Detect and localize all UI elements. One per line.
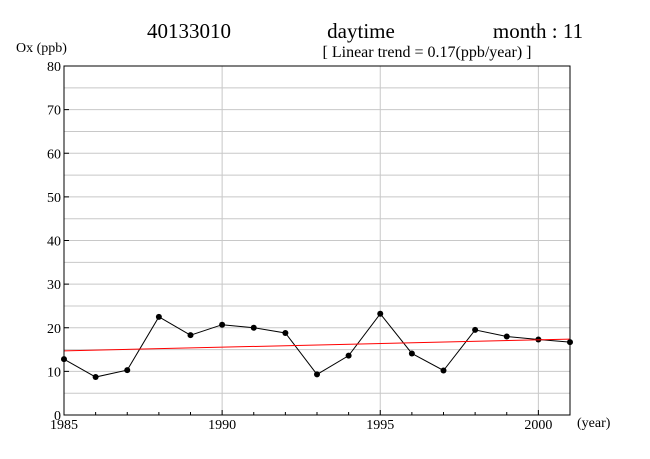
y-tick-label: 50 (47, 191, 61, 206)
y-tick-label: 30 (47, 278, 61, 293)
x-tick-label: 1990 (208, 418, 236, 433)
data-point (472, 326, 479, 333)
axis-ticks: 0 10 20 30 40 50 60 70 80 1985 1990 1995 2000 (47, 60, 552, 433)
y-tick-label: 40 (47, 235, 61, 250)
data-point (155, 313, 162, 320)
plot-frame (63, 65, 571, 416)
period-label: daytime (327, 19, 395, 43)
data-point (377, 310, 384, 317)
data-point (92, 374, 99, 381)
y-tick-label: 10 (47, 365, 61, 380)
data-point (250, 324, 257, 331)
data-point (440, 367, 447, 374)
trend-annotation: [ Linear trend = 0.17(ppb/year) ] (323, 44, 532, 61)
data-point (345, 352, 352, 359)
trend-line (63, 338, 571, 352)
x-tick-label: 1995 (366, 418, 394, 433)
y-tick-label: 70 (47, 104, 61, 119)
data-point (219, 321, 226, 328)
data-point (124, 367, 131, 374)
station-id: 40133010 (147, 19, 231, 43)
data-series (61, 310, 573, 381)
x-axis-label: (year) (577, 416, 611, 431)
data-point (187, 332, 194, 339)
grid-lines (64, 66, 570, 415)
y-tick-label: 80 (47, 60, 61, 75)
y-tick-label: 0 (54, 409, 61, 424)
y-tick-label: 60 (47, 147, 61, 162)
data-point (282, 329, 289, 336)
y-axis-label: Ox (ppb) (16, 41, 67, 56)
x-tick-label: 1985 (50, 418, 78, 433)
y-tick-label: 20 (47, 322, 61, 337)
data-point (314, 371, 320, 378)
x-tick-label: 2000 (524, 418, 552, 433)
data-point (408, 350, 415, 357)
data-point (503, 333, 510, 340)
month-label: month : 11 (493, 19, 583, 43)
